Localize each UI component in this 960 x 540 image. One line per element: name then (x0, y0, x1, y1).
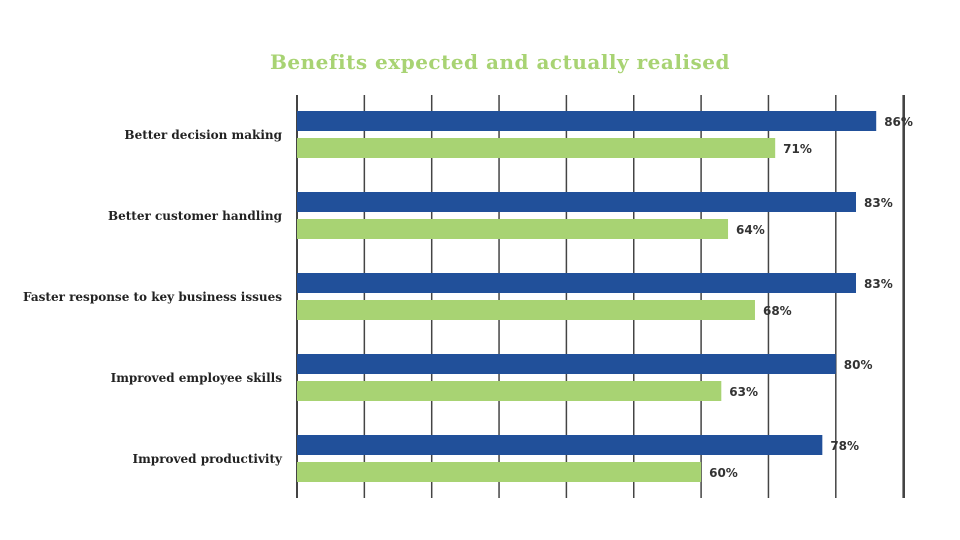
data-label: 83% (864, 196, 893, 210)
bar-expected (297, 273, 857, 293)
category-label: Better decision making (124, 128, 282, 142)
data-label: 78% (830, 439, 859, 453)
bar-realised (297, 381, 722, 401)
bar-expected (297, 192, 857, 212)
data-label: 80% (844, 358, 873, 372)
chart-title: Benefits expected and actually realised (270, 50, 730, 74)
bar-realised (297, 300, 755, 320)
data-label: 68% (763, 304, 792, 318)
data-label: 83% (864, 277, 893, 291)
data-label: 86% (884, 115, 913, 129)
bar-expected (297, 111, 877, 131)
data-label: 63% (729, 385, 758, 399)
category-label: Better customer handling (108, 209, 283, 223)
data-label: 60% (709, 466, 738, 480)
data-label: 64% (736, 223, 765, 237)
category-label: Faster response to key business issues (23, 290, 282, 304)
data-label: 71% (783, 142, 812, 156)
bar-expected (297, 354, 836, 374)
bar-realised (297, 138, 776, 158)
category-label: Improved employee skills (111, 371, 283, 385)
bar-realised (297, 462, 702, 482)
bar-realised (297, 219, 729, 239)
category-label: Improved productivity (133, 452, 284, 466)
bar-expected (297, 435, 823, 455)
